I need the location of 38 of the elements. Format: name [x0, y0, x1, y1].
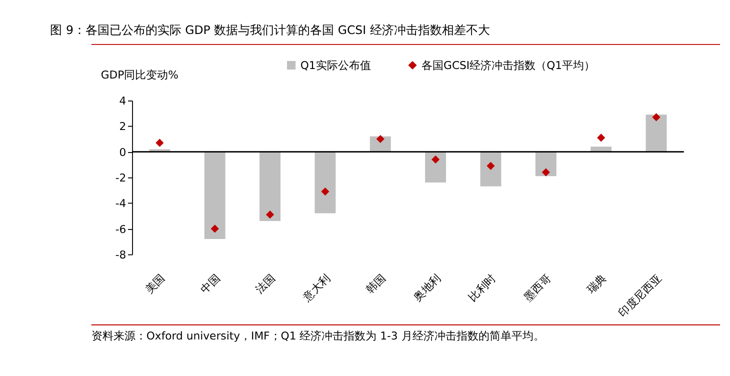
y-tick-label: -8	[115, 248, 126, 262]
x-tick-label: 比利时	[466, 272, 499, 304]
point	[210, 224, 219, 233]
point	[156, 138, 164, 147]
point	[597, 134, 606, 142]
bar	[646, 114, 667, 152]
y-axis-title: GDP同比变动%	[100, 68, 178, 82]
point	[266, 210, 274, 219]
y-tick-label: -4	[115, 197, 126, 210]
x-tick-label: 中国	[198, 272, 223, 296]
x-tick-label: 韩国	[364, 272, 388, 296]
y-tick-label: 4	[119, 94, 126, 108]
bar	[535, 152, 556, 176]
x-tick-label: 意大利	[300, 272, 334, 305]
x-tick-label: 印度尼西亚	[616, 272, 664, 320]
point	[376, 134, 384, 144]
point	[321, 187, 330, 196]
bar	[425, 152, 446, 183]
x-tick-label: 瑞典	[584, 272, 609, 296]
x-tick-label: 法国	[253, 272, 278, 296]
bar	[314, 152, 336, 214]
bar	[260, 152, 281, 221]
chart-title: 图 9：各国已公布的实际 GDP 数据与我们计算的各国 GCSI 经济冲击指数相差不大	[50, 23, 490, 38]
y-tick-label: 0	[119, 146, 126, 159]
bar	[480, 152, 502, 186]
x-tick-label: 墨西哥	[521, 272, 554, 304]
y-tick-label: -6	[115, 222, 126, 236]
bar	[204, 152, 226, 239]
y-tick-label: -2	[115, 172, 126, 184]
legend-label: 各国GCSI经济冲击指数（Q1平均）	[422, 58, 596, 72]
point	[652, 113, 660, 122]
y-tick-label: 2	[119, 120, 126, 134]
text: 资料来源：Oxford university，IMF；Q1 经济冲击指数为 1-3 月经济冲击指数的简单平均。	[91, 329, 544, 342]
legend-label: Q1实际公布值	[300, 58, 371, 72]
x-tick-label: 美国	[142, 272, 168, 296]
point	[432, 155, 440, 164]
point	[542, 168, 550, 176]
x-tick-label: 奥地利	[410, 272, 444, 304]
